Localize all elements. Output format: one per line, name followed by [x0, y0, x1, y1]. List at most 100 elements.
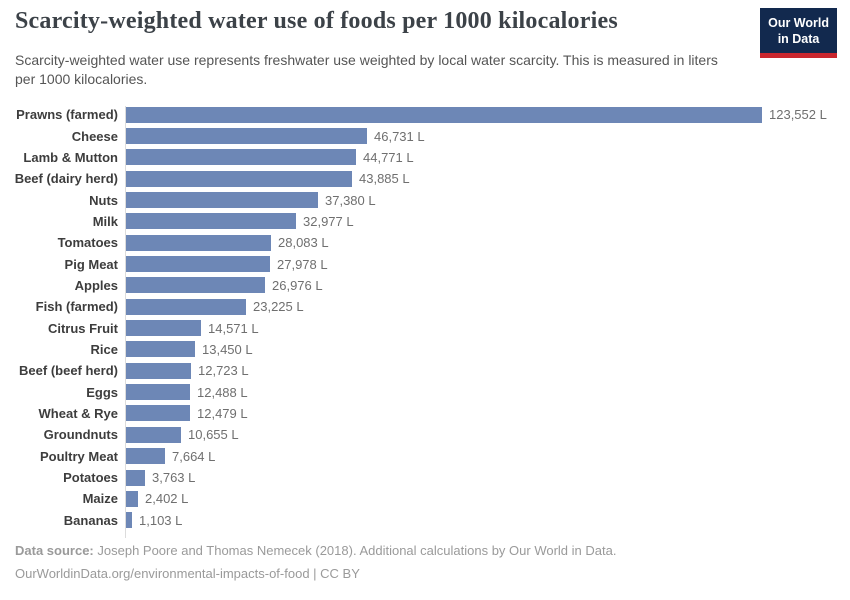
category-label: Lamb & Mutton [23, 149, 118, 165]
bar-row: Poultry Meat 7,664 L [0, 446, 850, 467]
category-label: Maize [82, 491, 118, 507]
value-label: 37,380 L [325, 192, 376, 208]
bar[interactable] [126, 277, 265, 294]
value-label: 13,450 L [202, 341, 253, 357]
bar[interactable] [126, 298, 246, 315]
bar-row: Maize 2,402 L [0, 488, 850, 509]
bar-row: Eggs 12,488 L [0, 381, 850, 402]
value-label: 32,977 L [303, 213, 354, 229]
data-source-line: Data source: Joseph Poore and Thomas Nem… [15, 543, 616, 558]
chart-footer: Data source: Joseph Poore and Thomas Nem… [15, 543, 616, 589]
bar-row: Fish (farmed) 23,225 L [0, 296, 850, 317]
bar[interactable] [126, 490, 138, 507]
bar-track: 37,380 L [126, 192, 850, 209]
category-label: Apples [74, 277, 118, 293]
bar[interactable] [126, 106, 762, 123]
value-label: 12,479 L [197, 405, 248, 421]
bar-track: 12,723 L [126, 362, 850, 379]
value-label: 46,731 L [374, 128, 425, 144]
bar-track: 123,552 L [126, 106, 850, 123]
bar-track: 32,977 L [126, 213, 850, 230]
bar-track: 2,402 L [126, 490, 850, 507]
value-label: 10,655 L [188, 427, 239, 443]
bar-track: 3,763 L [126, 469, 850, 486]
bar-track: 13,450 L [126, 341, 850, 358]
bar[interactable] [126, 405, 190, 422]
bar-row: Prawns (farmed) 123,552 L [0, 104, 850, 125]
value-label: 1,103 L [139, 512, 183, 528]
bar-track: 12,479 L [126, 405, 850, 422]
y-axis-line [125, 106, 126, 538]
chart-subtitle: Scarcity-weighted water use represents f… [15, 52, 718, 88]
chart-title: Scarcity-weighted water use of foods per… [15, 8, 618, 34]
bar-row: Rice 13,450 L [0, 339, 850, 360]
bar-track: 43,885 L [126, 170, 850, 187]
bar[interactable] [126, 341, 195, 358]
value-label: 2,402 L [145, 491, 189, 507]
category-label: Bananas [63, 512, 118, 528]
category-label: Beef (beef herd) [19, 363, 118, 379]
category-label: Tomatoes [57, 235, 118, 251]
category-label: Wheat & Rye [38, 405, 118, 421]
bar-row: Nuts 37,380 L [0, 189, 850, 210]
bar[interactable] [126, 426, 181, 443]
bar-track: 46,731 L [126, 128, 850, 145]
bar-row: Milk 32,977 L [0, 211, 850, 232]
bar[interactable] [126, 448, 165, 465]
license-link[interactable]: OurWorldinData.org/environmental-impacts… [15, 566, 360, 581]
bar[interactable] [126, 149, 356, 166]
bar[interactable] [126, 256, 270, 273]
owid-logo-line1: Our World [768, 16, 829, 30]
category-label: Citrus Fruit [47, 320, 118, 336]
category-label: Rice [90, 341, 118, 357]
bar-track: 14,571 L [126, 320, 850, 337]
bar-track: 7,664 L [126, 448, 850, 465]
value-label: 12,723 L [198, 363, 249, 379]
category-label: Prawns (farmed) [16, 107, 118, 123]
bar-row: Cheese 46,731 L [0, 125, 850, 146]
bar-track: 27,978 L [126, 256, 850, 273]
bar-row: Pig Meat 27,978 L [0, 253, 850, 274]
value-label: 27,978 L [277, 256, 328, 272]
bar[interactable] [126, 362, 191, 379]
bar-track: 28,083 L [126, 234, 850, 251]
category-label: Eggs [86, 384, 118, 400]
bar[interactable] [126, 469, 145, 486]
bar-row: Groundnuts 10,655 L [0, 424, 850, 445]
value-label: 7,664 L [172, 448, 216, 464]
bar-track: 12,488 L [126, 384, 850, 401]
bar-row: Bananas 1,103 L [0, 510, 850, 531]
bar-row: Citrus Fruit 14,571 L [0, 317, 850, 338]
bar-row: Beef (beef herd) 12,723 L [0, 360, 850, 381]
bar[interactable] [126, 320, 201, 337]
value-label: 43,885 L [359, 171, 410, 187]
value-label: 26,976 L [272, 277, 323, 293]
bar[interactable] [126, 213, 296, 230]
bar-row: Tomatoes 28,083 L [0, 232, 850, 253]
value-label: 23,225 L [253, 299, 304, 315]
bar[interactable] [126, 170, 352, 187]
bar-row: Lamb & Mutton 44,771 L [0, 147, 850, 168]
value-label: 3,763 L [152, 470, 196, 486]
value-label: 12,488 L [197, 384, 248, 400]
category-label: Cheese [71, 128, 118, 144]
bar-chart: Prawns (farmed) 123,552 L Cheese 46,731 L La… [0, 104, 850, 544]
bar-row: Beef (dairy herd) 43,885 L [0, 168, 850, 189]
data-source-label: Data source: [15, 543, 94, 558]
bar-row: Wheat & Rye 12,479 L [0, 403, 850, 424]
bar[interactable] [126, 192, 318, 209]
bar[interactable] [126, 384, 190, 401]
value-label: 14,571 L [208, 320, 259, 336]
category-label: Pig Meat [64, 256, 118, 272]
owid-logo[interactable]: Our World in Data [760, 8, 837, 58]
category-label: Nuts [89, 192, 118, 208]
bar[interactable] [126, 512, 132, 529]
category-label: Groundnuts [43, 427, 118, 443]
category-label: Fish (farmed) [35, 299, 118, 315]
owid-logo-line2: in Data [777, 32, 820, 47]
bar[interactable] [126, 128, 367, 145]
bar[interactable] [126, 234, 271, 251]
value-label: 123,552 L [769, 107, 827, 123]
bar-row: Potatoes 3,763 L [0, 467, 850, 488]
